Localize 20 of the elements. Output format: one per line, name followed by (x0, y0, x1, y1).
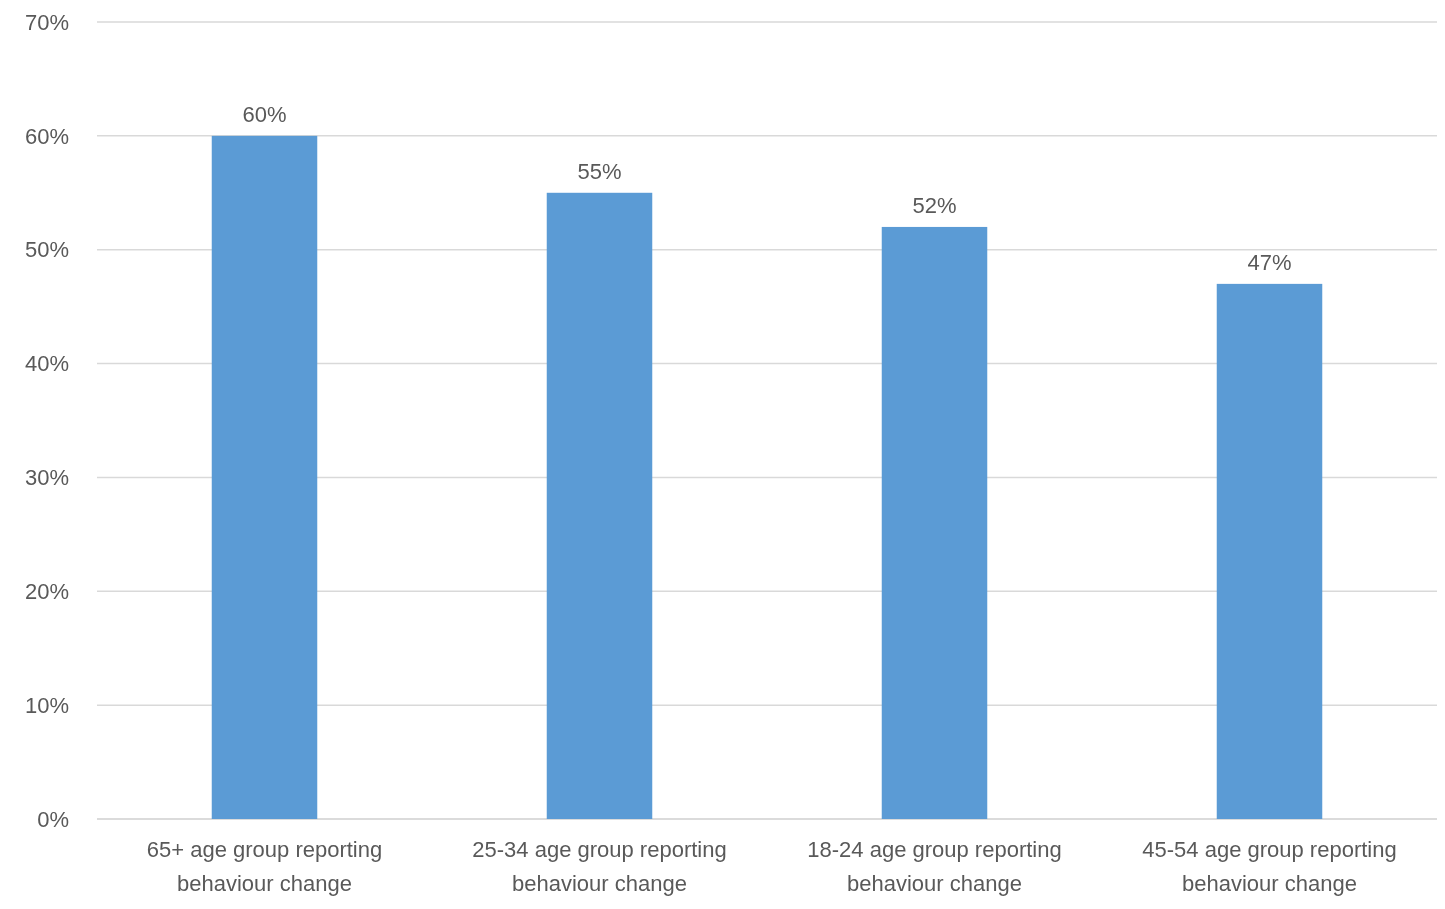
y-tick-label: 30% (24, 465, 69, 491)
x-tick-label: 25-34 age group reporting behaviour change (472, 837, 727, 896)
x-tick-label: 45-54 age group reporting behaviour change (1142, 837, 1397, 896)
data-label: 55% (577, 158, 622, 184)
x-tick-label: 18-24 age group reporting behaviour change (807, 837, 1062, 896)
y-tick-label: 40% (24, 351, 69, 377)
data-label: 52% (912, 192, 957, 218)
y-tick-label: 70% (24, 9, 69, 35)
bar (1216, 283, 1323, 819)
y-tick-label: 60% (24, 123, 69, 149)
y-tick-label: 0% (37, 806, 69, 832)
bar (546, 192, 653, 819)
y-tick-label: 20% (24, 578, 69, 604)
bar (211, 135, 318, 819)
data-label: 60% (242, 101, 287, 127)
x-tick-label: 65+ age group reporting behaviour change (146, 837, 383, 896)
y-tick-label: 10% (24, 692, 69, 718)
y-tick-label: 50% (24, 237, 69, 263)
bar (881, 226, 988, 819)
data-label: 47% (1247, 249, 1292, 275)
